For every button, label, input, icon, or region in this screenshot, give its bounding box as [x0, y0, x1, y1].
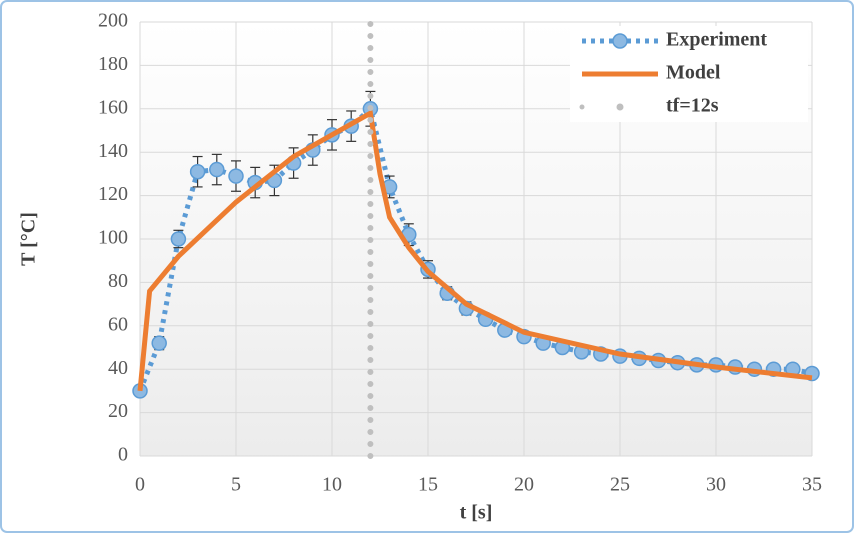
y-tick-label: 20: [108, 400, 128, 422]
x-axis-label: t [s]: [460, 502, 493, 524]
legend-label: Model: [666, 62, 721, 84]
marker: [209, 161, 225, 178]
y-tick-label: 60: [108, 313, 128, 335]
legend-marker: [616, 103, 624, 111]
y-tick-label: 160: [98, 96, 128, 118]
y-tick-label: 140: [98, 140, 128, 162]
legend-label: tf=12s: [666, 95, 719, 117]
x-tick-label: 20: [514, 474, 534, 496]
x-tick-label: 35: [802, 474, 822, 496]
x-tick-label: 5: [231, 474, 241, 496]
y-tick-label: 120: [98, 183, 128, 205]
marker: [189, 163, 206, 180]
x-tick-label: 10: [322, 474, 342, 496]
y-axis-label: T [°C]: [18, 212, 40, 266]
y-tick-label: 180: [98, 53, 128, 75]
y-tick-label: 80: [108, 270, 128, 292]
x-tick-label: 15: [418, 474, 438, 496]
y-tick-label: 100: [98, 227, 128, 249]
x-tick-label: 30: [706, 474, 726, 496]
marker: [151, 335, 167, 351]
y-tick-label: 0: [118, 444, 128, 466]
x-tick-label: 0: [135, 474, 145, 496]
y-tick-label: 200: [98, 10, 128, 32]
x-tick-label: 25: [610, 474, 630, 496]
marker: [228, 168, 244, 184]
y-tick-label: 40: [108, 357, 128, 379]
series-line: [137, 109, 813, 392]
legend-marker: [612, 33, 628, 49]
marker: [170, 231, 187, 247]
legend-label: Experiment: [666, 29, 767, 51]
